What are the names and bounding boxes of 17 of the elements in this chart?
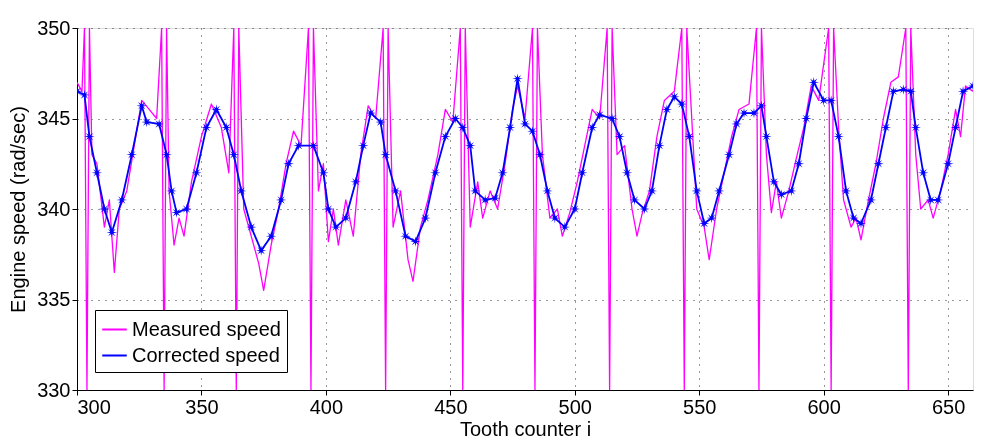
x-tick-label: 600: [807, 395, 841, 418]
x-tick-label: 650: [931, 395, 966, 418]
x-tick-label: 400: [309, 395, 344, 418]
y-tick-label: 350: [37, 16, 71, 39]
y-tick-label: 335: [37, 288, 71, 310]
x-tick-label: 350: [185, 395, 219, 418]
x-axis-title: Tooth counter i: [459, 417, 592, 440]
y-tick-label: 345: [37, 107, 71, 129]
y-axis-title: Engine speed (rad/sec): [7, 106, 30, 313]
x-tick-label: 300: [77, 395, 111, 418]
legend-label: Corrected speed: [132, 343, 280, 366]
legend-label: Measured speed: [132, 317, 281, 340]
x-tick-label: 500: [558, 395, 592, 418]
y-tick-label: 340: [37, 197, 71, 220]
x-tick-label: 550: [683, 395, 717, 418]
y-tick-label: 330: [37, 378, 71, 401]
x-tick-label: 450: [434, 395, 468, 418]
